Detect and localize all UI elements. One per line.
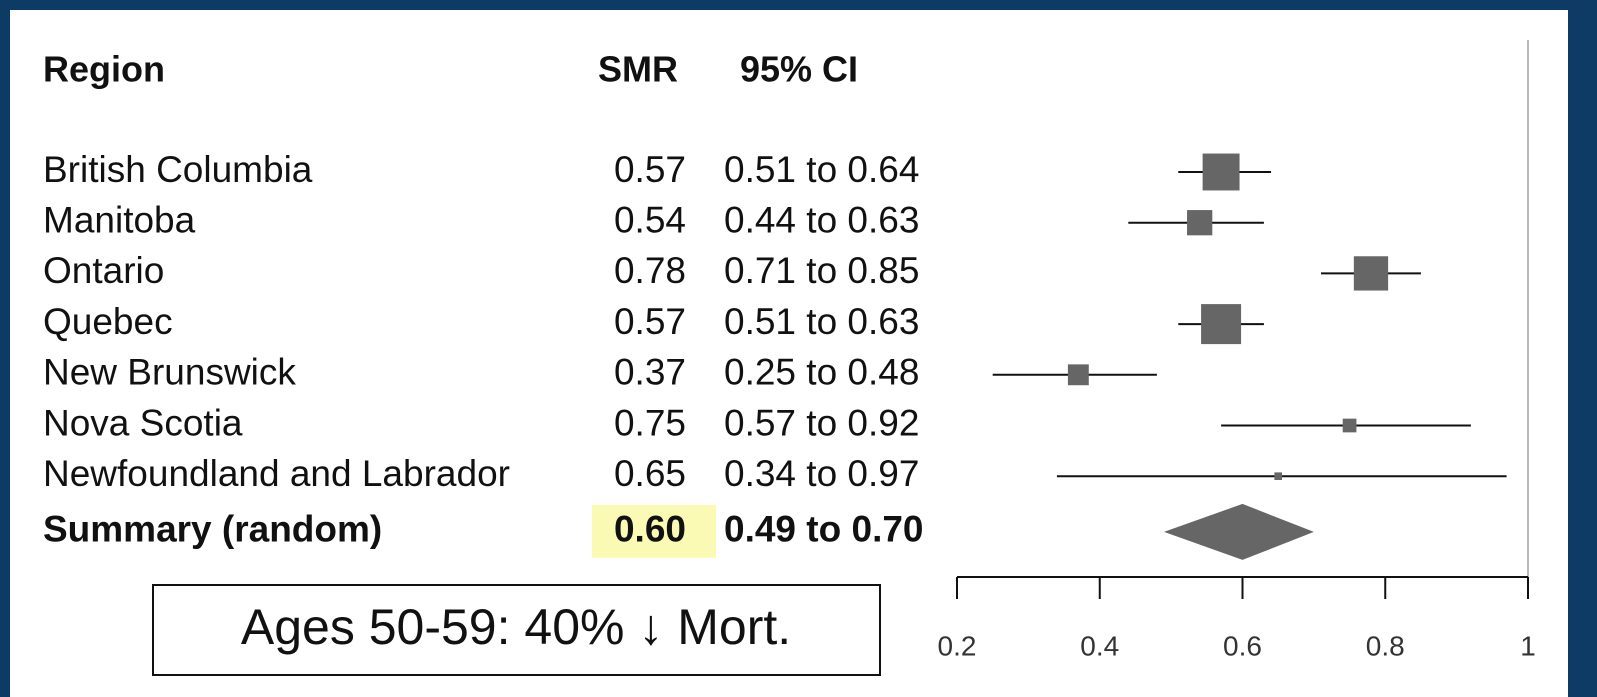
x-tick-label: 0.8 xyxy=(1366,630,1405,661)
panel xyxy=(10,10,1568,697)
smr-label: 0.57 xyxy=(614,301,686,342)
point-estimate xyxy=(1353,256,1389,291)
point-estimate xyxy=(1201,304,1242,345)
ci-label: 0.25 to 0.48 xyxy=(724,352,919,393)
ci-label: 0.51 to 0.64 xyxy=(724,149,919,190)
ci-label: 0.57 to 0.92 xyxy=(724,402,919,443)
header-smr: SMR xyxy=(598,49,678,90)
ci-label: 0.71 to 0.85 xyxy=(724,250,919,291)
point-estimate xyxy=(1187,210,1213,236)
annotation-box xyxy=(152,584,881,676)
summary-label: Summary (random) xyxy=(43,509,382,550)
smr-label: 0.78 xyxy=(614,250,686,291)
ci-label: 0.44 to 0.63 xyxy=(724,199,919,240)
summary-smr: 0.60 xyxy=(614,509,686,550)
region-label: Ontario xyxy=(43,250,164,291)
x-tick-label: 0.2 xyxy=(938,630,977,661)
point-estimate xyxy=(1067,364,1089,386)
point-estimate xyxy=(1202,153,1240,191)
header-region: Region xyxy=(43,49,165,90)
point-estimate xyxy=(1342,418,1357,433)
smr-label: 0.57 xyxy=(614,149,686,190)
x-tick-label: 1 xyxy=(1520,630,1536,661)
x-tick-label: 0.6 xyxy=(1223,630,1262,661)
x-tick-label: 0.4 xyxy=(1080,630,1119,661)
summary-diamond xyxy=(1163,503,1314,560)
region-label: Manitoba xyxy=(43,199,196,240)
smr-label: 0.54 xyxy=(614,199,686,240)
region-label: Nova Scotia xyxy=(43,402,243,443)
annotation: Ages 50-59: 40% ↓ Mort. xyxy=(241,599,791,655)
region-label: New Brunswick xyxy=(43,352,296,393)
region-label: Quebec xyxy=(43,301,173,342)
region-label: Newfoundland and Labrador xyxy=(43,453,510,494)
region-label: British Columbia xyxy=(43,149,313,190)
smr-label: 0.37 xyxy=(614,352,686,393)
summary-ci: 0.49 to 0.70 xyxy=(724,509,924,550)
point-estimate xyxy=(1274,472,1282,481)
smr-label: 0.65 xyxy=(614,453,686,494)
smr-label: 0.75 xyxy=(614,402,686,443)
ci-label: 0.51 to 0.63 xyxy=(724,301,919,342)
ci-label: 0.34 to 0.97 xyxy=(724,453,919,494)
header-ci: 95% CI xyxy=(740,49,858,90)
summary-highlight xyxy=(592,504,716,558)
